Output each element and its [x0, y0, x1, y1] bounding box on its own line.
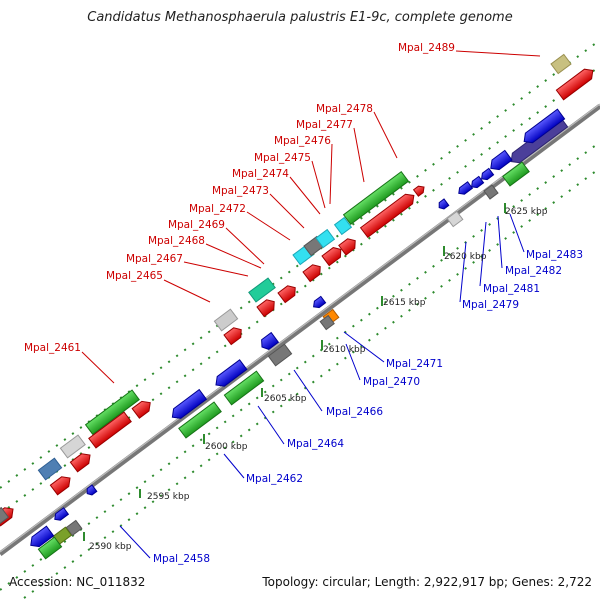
tick-label: 2595 kbp — [147, 492, 190, 502]
gene-block[interactable] — [267, 343, 293, 367]
tick-label: 2620 kbp — [444, 252, 487, 262]
forward-gene-features — [0, 53, 596, 527]
tick-label: 2600 kbp — [205, 442, 248, 452]
gene-arrow[interactable] — [223, 325, 245, 346]
gene-arrow[interactable] — [27, 525, 55, 550]
gene-label-mpal-2481[interactable]: Mpal_2481 — [483, 283, 540, 295]
gene-arrow[interactable] — [69, 450, 93, 473]
tick-label: 2605 kbp — [264, 394, 307, 404]
genome-summary-text: Topology: circular; Length: 2,922,917 bp… — [262, 575, 592, 589]
gene-label-mpal-2469[interactable]: Mpal_2469 — [168, 219, 225, 231]
gene-block[interactable] — [342, 170, 410, 226]
gene-label-mpal-2466[interactable]: Mpal_2466 — [326, 406, 383, 418]
gene-label-mpal-2467[interactable]: Mpal_2467 — [126, 253, 183, 265]
gene-arrow[interactable] — [277, 283, 299, 304]
gene-label-mpal-2462[interactable]: Mpal_2462 — [246, 473, 303, 485]
gene-block[interactable] — [333, 216, 353, 236]
gene-arrow[interactable] — [338, 236, 359, 256]
tick-label: 2615 kbp — [383, 298, 426, 308]
gene-block[interactable] — [550, 53, 572, 75]
forward-gene-labels: Mpal_2461 Mpal_2465 Mpal_2467 Mpal_2468 … — [24, 42, 455, 354]
accession-text: Accession: NC_011832 — [9, 575, 146, 589]
gene-arrow[interactable] — [555, 66, 596, 101]
gene-arrow[interactable] — [311, 295, 327, 310]
gene-label-mpal-2472[interactable]: Mpal_2472 — [189, 203, 246, 215]
gene-arrow[interactable] — [437, 198, 450, 211]
gene-arrow[interactable] — [169, 388, 208, 422]
gene-block[interactable] — [319, 314, 335, 331]
gene-arrow[interactable] — [49, 473, 73, 496]
gene-block[interactable] — [37, 536, 63, 560]
gene-label-mpal-2458[interactable]: Mpal_2458 — [153, 553, 210, 565]
gene-label-mpal-2483[interactable]: Mpal_2483 — [526, 249, 583, 261]
gene-block[interactable] — [446, 210, 464, 228]
reverse-gene-labels: Mpal_2458 Mpal_2462 Mpal_2464 Mpal_2466 … — [153, 249, 583, 565]
tick-label: 2625 kbp — [505, 207, 548, 217]
scale-tick-labels: 2590 kbp 2595 kbp 2600 kbp 2605 kbp 2610… — [89, 207, 548, 552]
gene-block[interactable] — [223, 370, 265, 406]
gene-block[interactable] — [59, 434, 86, 459]
genome-backbone-highlight — [0, 103, 600, 553]
gene-arrow[interactable] — [469, 175, 485, 190]
gene-block[interactable] — [248, 277, 276, 303]
gene-block[interactable] — [37, 457, 63, 481]
gene-arrow[interactable] — [212, 359, 248, 390]
tick-label: 2590 kbp — [89, 542, 132, 552]
gene-block[interactable] — [213, 308, 239, 332]
genome-title: Candidatus Methanosphaerula palustris E1… — [87, 10, 513, 25]
gene-arrow[interactable] — [321, 245, 344, 267]
gene-label-mpal-2476[interactable]: Mpal_2476 — [274, 135, 331, 147]
gene-label-mpal-2473[interactable]: Mpal_2473 — [212, 185, 269, 197]
track-graphics — [0, 39, 600, 600]
gene-block[interactable] — [178, 401, 222, 439]
gene-block[interactable] — [88, 411, 132, 449]
gene-label-mpal-2471[interactable]: Mpal_2471 — [386, 358, 443, 370]
gene-arrow[interactable] — [359, 191, 418, 239]
gene-block[interactable] — [0, 506, 10, 527]
gene-arrow[interactable] — [52, 507, 70, 523]
gene-arrow[interactable] — [85, 484, 98, 497]
gene-block[interactable] — [315, 228, 336, 249]
gene-arrow[interactable] — [412, 184, 427, 197]
gene-arrow[interactable] — [302, 262, 324, 283]
gene-arrow[interactable] — [258, 331, 280, 352]
gene-label-mpal-2477[interactable]: Mpal_2477 — [296, 119, 353, 131]
gene-block[interactable] — [502, 161, 530, 187]
gene-arrow[interactable] — [456, 181, 474, 197]
gene-arrow[interactable] — [256, 297, 278, 318]
gene-label-mpal-2464[interactable]: Mpal_2464 — [287, 438, 344, 450]
gene-label-mpal-2465[interactable]: Mpal_2465 — [106, 270, 163, 282]
gene-label-mpal-2482[interactable]: Mpal_2482 — [505, 265, 562, 277]
gene-arrow[interactable] — [521, 108, 566, 146]
gene-label-mpal-2461[interactable]: Mpal_2461 — [24, 342, 81, 354]
gene-label-mpal-2475[interactable]: Mpal_2475 — [254, 152, 311, 164]
gene-label-mpal-2478[interactable]: Mpal_2478 — [316, 103, 373, 115]
gene-block[interactable] — [84, 389, 140, 436]
gene-label-mpal-2489[interactable]: Mpal_2489 — [398, 42, 455, 54]
gene-arrow[interactable] — [479, 167, 495, 182]
genome-backbone — [0, 103, 600, 557]
gene-label-mpal-2468[interactable]: Mpal_2468 — [148, 235, 205, 247]
gene-label-mpal-2474[interactable]: Mpal_2474 — [232, 168, 289, 180]
reverse-leader-lines — [119, 213, 525, 559]
tick-label: 2610 kbp — [323, 345, 366, 355]
gene-arrow[interactable] — [131, 398, 154, 419]
gene-arrow[interactable] — [487, 149, 513, 173]
reverse-lane-outer — [19, 167, 600, 600]
gene-label-mpal-2470[interactable]: Mpal_2470 — [363, 376, 420, 388]
reverse-gene-features — [0, 108, 569, 560]
forward-leader-lines — [81, 50, 541, 384]
gene-block[interactable] — [483, 184, 499, 200]
gene-label-mpal-2479[interactable]: Mpal_2479 — [462, 299, 519, 311]
